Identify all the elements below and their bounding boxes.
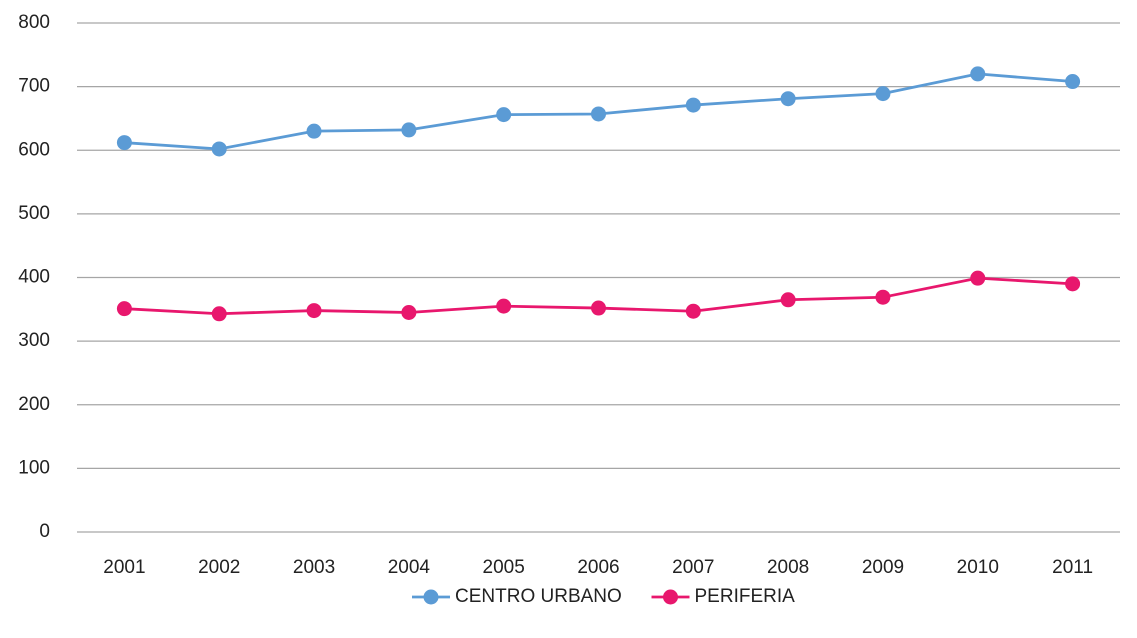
x-tick-label: 2008 bbox=[767, 557, 809, 578]
point bbox=[211, 141, 227, 157]
y-tick-label: 800 bbox=[18, 12, 50, 33]
point bbox=[591, 106, 606, 122]
point bbox=[780, 91, 796, 107]
x-tick-label: 2007 bbox=[672, 557, 714, 578]
point bbox=[875, 86, 891, 102]
x-tick-label: 2002 bbox=[198, 557, 240, 578]
y-tick-label: 700 bbox=[18, 76, 50, 97]
point bbox=[306, 303, 322, 319]
point bbox=[685, 303, 701, 319]
point bbox=[306, 123, 322, 139]
point bbox=[496, 298, 512, 314]
x-tick-label: 2004 bbox=[388, 557, 431, 578]
x-tick-label: 2003 bbox=[293, 557, 335, 578]
point bbox=[970, 270, 986, 286]
y-tick-label: 600 bbox=[18, 139, 50, 160]
legend-marker bbox=[423, 589, 439, 605]
x-tick-label: 2010 bbox=[957, 557, 999, 578]
point bbox=[116, 135, 132, 151]
y-tick-label: 200 bbox=[18, 394, 50, 415]
point bbox=[401, 122, 417, 138]
y-tick-label: 500 bbox=[18, 203, 50, 224]
point bbox=[970, 66, 986, 82]
x-tick-label: 2006 bbox=[577, 557, 619, 578]
point bbox=[496, 107, 512, 123]
y-tick-label: 300 bbox=[18, 330, 50, 351]
point bbox=[401, 304, 417, 320]
x-tick-label: 2009 bbox=[862, 557, 904, 578]
point bbox=[780, 292, 796, 308]
point bbox=[116, 301, 132, 317]
legend-label: PERIFERIA bbox=[695, 586, 796, 607]
point bbox=[875, 289, 891, 305]
x-tick-label: 2011 bbox=[1052, 557, 1093, 578]
x-tick-label: 2001 bbox=[103, 557, 145, 578]
point bbox=[685, 97, 701, 113]
point bbox=[591, 300, 606, 316]
y-tick-label: 100 bbox=[18, 457, 50, 478]
x-tick-label: 2005 bbox=[483, 557, 525, 578]
y-tick-label: 400 bbox=[18, 267, 50, 288]
legend-label: CENTRO URBANO bbox=[455, 586, 622, 607]
point bbox=[211, 306, 227, 322]
point bbox=[1065, 276, 1081, 292]
y-tick-label: 0 bbox=[39, 521, 50, 542]
legend-marker bbox=[663, 589, 678, 605]
point bbox=[1065, 74, 1081, 90]
